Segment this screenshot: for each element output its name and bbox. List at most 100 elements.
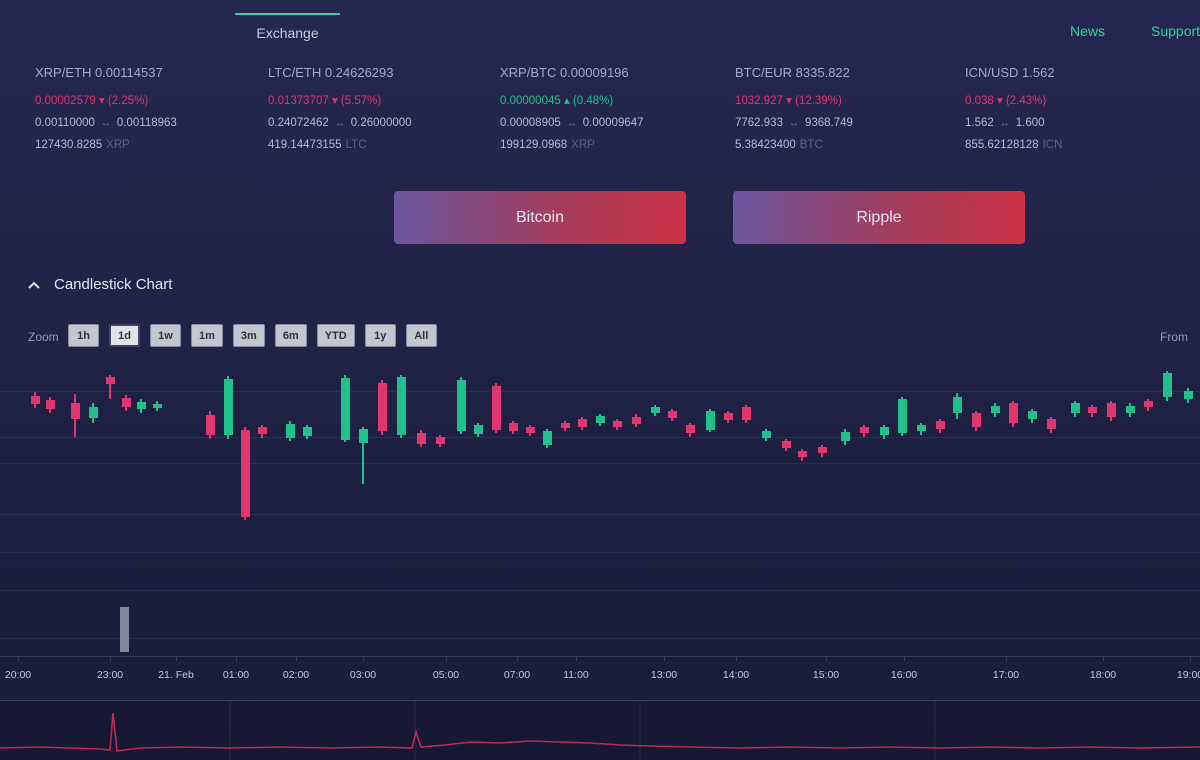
zoom-range-6m[interactable]: 6m — [274, 324, 307, 347]
zoom-range-3m[interactable]: 3m — [232, 324, 265, 347]
bitcoin-button[interactable]: Bitcoin — [394, 191, 686, 244]
range-high: 1.600 — [1015, 117, 1045, 129]
x-axis-tick — [18, 657, 19, 661]
x-axis-label: 03:00 — [349, 669, 377, 681]
zoom-range-group: 1h 1d 1w 1m 3m 6m YTD 1y All — [68, 324, 437, 347]
ticker-xrp-btc[interactable]: XRP/BTC 0.00009196 0.00000045 ▴ (0.48%) 0.… — [500, 65, 728, 151]
x-axis-label: 17:00 — [992, 669, 1020, 681]
x-axis-label: 18:00 — [1089, 669, 1117, 681]
x-axis-label: 16:00 — [890, 669, 918, 681]
x-axis-label: 14:00 — [722, 669, 750, 681]
zoom-range-all[interactable]: All — [405, 324, 437, 347]
x-axis-tick — [446, 657, 447, 661]
ticker-pair-price: LTC/ETH 0.24626293 — [268, 65, 394, 80]
zoom-range-1y[interactable]: 1y — [364, 324, 396, 347]
range-low: 0.24072462 — [268, 117, 329, 129]
range-low: 7762.933 — [735, 117, 783, 129]
x-axis-label: 01:00 — [222, 669, 250, 681]
x-axis-tick — [176, 657, 177, 661]
range-low: 0.00008905 — [500, 117, 561, 129]
x-axis-label: 11:00 — [563, 669, 589, 681]
range-arrow-icon: ↔ — [788, 118, 799, 129]
chart-section-title: Candlestick Chart — [54, 276, 173, 293]
range-high: 9368.749 — [804, 117, 853, 129]
volume-unit: BTC — [799, 139, 823, 151]
volume-value: 127430.8285 — [35, 139, 103, 151]
x-axis-label: 15:00 — [812, 669, 840, 681]
x-axis-tick — [363, 657, 364, 661]
ticker-change: 0.00002579 ▾ (2.25%) — [35, 95, 149, 107]
x-axis-tick — [826, 657, 827, 661]
x-axis-label: 21. Feb — [158, 669, 194, 681]
nav-link-news[interactable]: News — [1070, 23, 1106, 39]
zoom-range-1w[interactable]: 1w — [150, 324, 181, 347]
ticker-day-range: 1.562 ↔ 1.600 — [965, 117, 1193, 129]
nav-links: News Support — [1070, 23, 1200, 39]
x-axis-label: 02:00 — [282, 669, 310, 681]
x-axis-tick — [1103, 657, 1104, 661]
range-arrow-icon: ↔ — [334, 118, 345, 129]
x-axis-label: 23:00 — [96, 669, 124, 681]
ticker-volume: 127430.8285 XRP — [35, 139, 263, 151]
zoom-range-ytd[interactable]: YTD — [316, 324, 355, 347]
range-high: 0.00118963 — [116, 117, 177, 129]
ticker-change: 0.01373707 ▾ (5.57%) — [268, 95, 382, 107]
ripple-button[interactable]: Ripple — [733, 191, 1025, 244]
ticker-day-range: 0.00008905 ↔ 0.00009647 — [500, 117, 728, 129]
zoom-label: Zoom — [28, 330, 59, 344]
volume-unit: XRP — [571, 139, 595, 151]
range-arrow-icon: ↔ — [566, 118, 577, 129]
range-arrow-icon: ↔ — [999, 118, 1010, 129]
x-axis-tick — [110, 657, 111, 661]
ticker-icn-usd[interactable]: ICN/USD 1.562 0.038 ▾ (2.43%) 1.562 ↔ 1.600 8… — [965, 65, 1193, 151]
navigator-price-line — [0, 712, 1200, 752]
ticker-change: 0.038 ▾ (2.43%) — [965, 95, 1047, 107]
x-axis-tick — [736, 657, 737, 661]
collapse-chevron-icon[interactable] — [28, 281, 40, 289]
ticker-volume: 199129.0968 XRP — [500, 139, 728, 151]
range-low: 1.562 — [965, 117, 994, 129]
ticker-day-range: 0.24072462 ↔ 0.26000000 — [268, 117, 496, 129]
zoom-range-1m[interactable]: 1m — [191, 324, 223, 347]
ticker-pair-price: XRP/ETH 0.00114537 — [35, 65, 163, 80]
ticker-xrp-eth[interactable]: XRP/ETH 0.00114537 0.00002579 ▾ (2.25%) 0.… — [35, 65, 263, 151]
x-axis-tick — [236, 657, 237, 661]
navigator-line-chart — [0, 701, 1200, 760]
ticker-volume: 5.38423400 BTC — [735, 139, 963, 151]
x-axis-label: 13:00 — [650, 669, 678, 681]
zoom-range-1d[interactable]: 1d — [109, 324, 140, 347]
chart-section-header: Candlestick Chart — [28, 276, 172, 293]
range-arrow-icon: ↔ — [100, 118, 111, 129]
zoom-range-1h[interactable]: 1h — [68, 324, 99, 347]
tab-exchange[interactable]: Exchange — [235, 13, 340, 41]
volume-value: 419.14473155 — [268, 139, 342, 151]
ticker-ltc-eth[interactable]: LTC/ETH 0.24626293 0.01373707 ▾ (5.57%) 0.… — [268, 65, 496, 151]
nav-link-support[interactable]: Support — [1151, 23, 1200, 39]
candlestick-chart[interactable] — [0, 355, 1200, 657]
x-axis-tick — [1006, 657, 1007, 661]
volume-unit: LTC — [345, 139, 367, 151]
range-navigator[interactable] — [0, 700, 1200, 760]
x-axis-tick — [296, 657, 297, 661]
volume-value: 855.62128128 — [965, 139, 1039, 151]
ticker-day-range: 7762.933 ↔ 9368.749 — [735, 117, 963, 129]
ticker-pair-price: XRP/BTC 0.00009196 — [500, 65, 629, 80]
ticker-volume: 419.14473155 LTC — [268, 139, 496, 151]
volume-value: 199129.0968 — [500, 139, 568, 151]
ticker-change: 1032.927 ▾ (12.39%) — [735, 95, 842, 107]
x-axis-tick — [904, 657, 905, 661]
from-label: From — [1160, 330, 1188, 344]
range-low: 0.00110000 — [35, 117, 95, 129]
ticker-change: 0.00000045 ▴ (0.48%) — [500, 95, 614, 107]
x-axis-label: 19:00 — [1176, 669, 1200, 681]
volume-unit: XRP — [106, 139, 130, 151]
x-axis-label: 05:00 — [432, 669, 460, 681]
x-axis-label: 20:00 — [4, 669, 32, 681]
x-axis: 20:00 23:00 21. Feb 01:00 02:00 03:00 05:00 07:… — [0, 657, 1200, 683]
x-axis-tick — [576, 657, 577, 661]
range-high: 0.26000000 — [350, 117, 412, 129]
x-axis-tick — [1190, 657, 1191, 661]
x-axis-label: 07:00 — [503, 669, 531, 681]
ticker-btc-eur[interactable]: BTC/EUR 8335.822 1032.927 ▾ (12.39%) 7762.… — [735, 65, 963, 151]
